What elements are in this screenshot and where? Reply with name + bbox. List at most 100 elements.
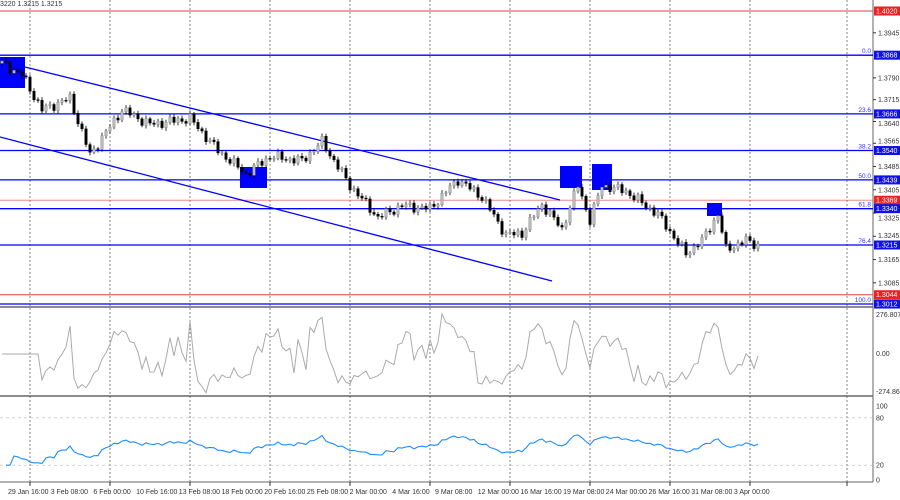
candle-body [628, 190, 632, 196]
candle-body [448, 185, 452, 193]
price-label: 1.3165 [878, 257, 900, 264]
candle-body [112, 117, 116, 128]
candle-body [116, 117, 120, 121]
candle-body [620, 184, 624, 194]
candle-body [272, 158, 276, 160]
time-label: 3 Feb 08:00 [51, 489, 88, 496]
candle-body [276, 151, 280, 159]
candle-body [696, 245, 700, 248]
candle-body [372, 212, 376, 215]
candle-body [184, 121, 188, 124]
fib-level-value: 1.3215 [876, 243, 898, 250]
candle-body [684, 242, 688, 256]
candle-body [248, 172, 252, 176]
candle-body [308, 152, 312, 162]
candle-body [472, 187, 476, 190]
candle-body [224, 152, 228, 160]
candle-body [728, 243, 732, 251]
candle-body [672, 230, 676, 239]
candle-body [596, 195, 600, 205]
signal-marker-box [560, 166, 582, 188]
candle-body [120, 111, 124, 121]
candle-body [200, 128, 204, 132]
candle-body [560, 225, 564, 228]
candle-body [48, 104, 52, 106]
candle-body [104, 130, 108, 136]
candle-body [152, 122, 156, 125]
price-label: 1.3245 [878, 233, 900, 240]
candle-body [92, 148, 96, 153]
candle-body [496, 213, 500, 222]
candle-body [436, 204, 440, 207]
rsi-axis-label: 0 [876, 478, 880, 485]
candle-body [8, 61, 12, 74]
candle-body [432, 204, 436, 207]
candle-body [612, 187, 616, 192]
candle-body [28, 76, 32, 92]
time-label: 25 Feb 08:00 [307, 489, 348, 496]
channel-upper-line [24, 66, 561, 201]
candle-body [368, 198, 372, 213]
candle-body [164, 122, 168, 128]
candle-body [468, 183, 472, 190]
candle-body [312, 151, 316, 153]
candle-body [748, 236, 752, 241]
candle-body [384, 208, 388, 218]
candle-body [536, 208, 540, 218]
candle-body [340, 168, 344, 170]
candle-body [744, 236, 748, 245]
candle-body [56, 102, 60, 111]
candle-body [172, 116, 176, 123]
candle-body [220, 152, 224, 154]
signal-marker-box [707, 203, 722, 216]
candle-body [640, 194, 644, 203]
signal-marker-box [592, 164, 612, 190]
fib-level-tag [874, 240, 900, 250]
candle-body [188, 113, 192, 124]
candle-body [216, 141, 220, 154]
candle-body [128, 107, 132, 116]
candle-body [740, 242, 744, 245]
candle-body [392, 211, 396, 215]
candle-body [600, 187, 604, 196]
time-label: 13 Feb 08:00 [179, 489, 220, 496]
candle-body [524, 229, 528, 238]
fib-level-tag [874, 204, 900, 214]
price-label: 1.3945 [878, 30, 900, 37]
candle-body [136, 113, 140, 120]
candle-body [212, 139, 216, 142]
candle-body [4, 60, 8, 63]
candle-body [324, 136, 328, 152]
candle-body [204, 130, 208, 142]
fib-level-label: 23.6 [858, 107, 871, 114]
candle-body [148, 118, 152, 124]
rsi-axis-label: 100 [876, 404, 888, 411]
candle-body [60, 100, 64, 103]
price-label: 1.3485 [878, 164, 900, 171]
candle-body [296, 155, 300, 164]
rsi-line [6, 434, 759, 466]
candle-body [256, 161, 260, 166]
time-label: 4 Mar 16:00 [392, 489, 429, 496]
candle-body [408, 202, 412, 205]
fib-level-label: 100.0 [855, 297, 872, 304]
candle-body [528, 216, 532, 230]
time-label: 10 Feb 16:00 [136, 489, 177, 496]
candle-body [32, 91, 36, 100]
candle-body [268, 158, 272, 160]
candle-body [688, 252, 692, 256]
candle-body [24, 75, 28, 78]
candle-body [156, 120, 160, 125]
rsi-axis-label: 20 [876, 463, 884, 470]
candle-body [400, 205, 404, 207]
candle-body [660, 211, 664, 217]
candle-body [352, 188, 356, 191]
candle-body [492, 210, 496, 215]
candle-body [84, 128, 88, 145]
rsi-axis-label: 80 [876, 415, 884, 422]
time-label: 26 Mar 16:00 [649, 489, 690, 496]
candle-body [176, 118, 180, 123]
candle-body [132, 113, 136, 116]
